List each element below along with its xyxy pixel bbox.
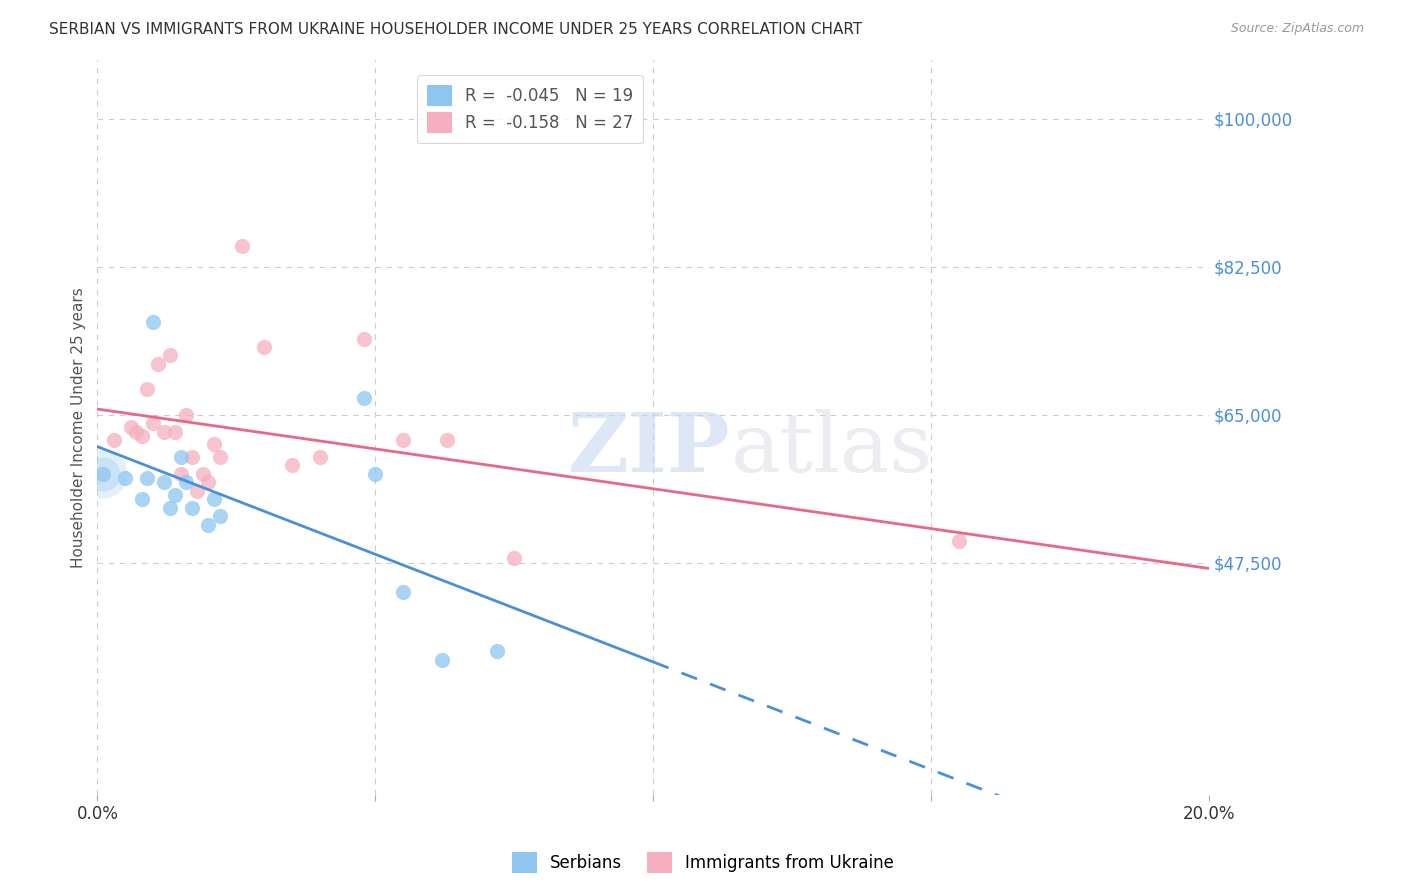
Point — [142, 416, 165, 430]
Point — [165, 488, 187, 502]
Point — [91, 467, 114, 481]
Point — [486, 644, 509, 658]
Text: atlas: atlas — [731, 409, 934, 490]
Text: ZIP: ZIP — [568, 409, 731, 490]
Point — [191, 467, 214, 481]
Point — [174, 408, 197, 422]
Point — [180, 500, 202, 515]
Legend: R =  -0.045   N = 19, R =  -0.158   N = 27: R = -0.045 N = 19, R = -0.158 N = 27 — [416, 75, 644, 143]
Point — [103, 433, 125, 447]
Point — [91, 467, 114, 481]
Text: SERBIAN VS IMMIGRANTS FROM UKRAINE HOUSEHOLDER INCOME UNDER 25 YEARS CORRELATION: SERBIAN VS IMMIGRANTS FROM UKRAINE HOUSE… — [49, 22, 862, 37]
Y-axis label: Householder Income Under 25 years: Householder Income Under 25 years — [72, 287, 86, 567]
Point — [131, 492, 153, 507]
Point — [159, 349, 181, 363]
Point — [436, 433, 458, 447]
Point — [197, 475, 219, 490]
Point — [392, 433, 415, 447]
Point — [202, 492, 225, 507]
Point — [231, 238, 253, 252]
Point — [170, 467, 193, 481]
Point — [180, 450, 202, 464]
Point — [120, 420, 142, 434]
Point — [136, 471, 159, 485]
Point — [353, 391, 375, 405]
Point — [430, 653, 453, 667]
Point — [91, 467, 114, 481]
Point — [364, 467, 387, 481]
Point — [197, 517, 219, 532]
Point — [308, 450, 330, 464]
Point — [136, 382, 159, 396]
Point — [948, 534, 970, 549]
Point — [165, 425, 187, 439]
Point — [353, 332, 375, 346]
Point — [159, 500, 181, 515]
Point — [174, 475, 197, 490]
Point — [186, 483, 208, 498]
Point — [125, 425, 148, 439]
Point — [148, 357, 170, 371]
Point — [392, 585, 415, 599]
Point — [131, 429, 153, 443]
Point — [208, 450, 231, 464]
Point — [253, 340, 276, 354]
Point — [281, 458, 304, 473]
Text: Source: ZipAtlas.com: Source: ZipAtlas.com — [1230, 22, 1364, 36]
Legend: Serbians, Immigrants from Ukraine: Serbians, Immigrants from Ukraine — [505, 846, 901, 880]
Point — [142, 315, 165, 329]
Point — [153, 425, 176, 439]
Point — [202, 437, 225, 451]
Point — [114, 471, 136, 485]
Point — [153, 475, 176, 490]
Point — [170, 450, 193, 464]
Point — [208, 509, 231, 524]
Point — [503, 551, 526, 566]
